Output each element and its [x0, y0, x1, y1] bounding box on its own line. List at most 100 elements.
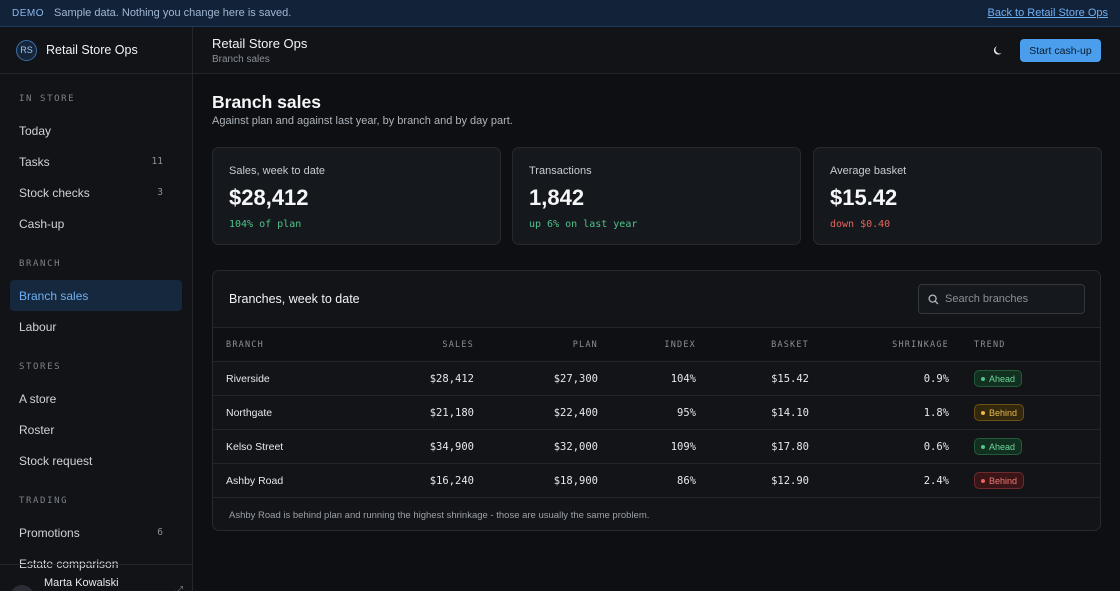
column-header[interactable]: SHRINKAGE	[892, 339, 949, 350]
brand-avatar: RS	[16, 39, 37, 61]
index-value: 109%	[670, 440, 696, 453]
sidebar-item-label: Estate comparison	[19, 556, 119, 571]
table-row[interactable]: Ashby Road $16,240 $18,900 86% $12.90 2.…	[213, 464, 1100, 498]
shrinkage-value: 0.9%	[923, 372, 949, 385]
count-badge: 6	[157, 527, 163, 538]
plan-value: $27,300	[553, 372, 598, 385]
app-title: Retail Store Ops	[212, 36, 308, 51]
sales-value: $28,412	[429, 372, 474, 385]
sidebar-item-today[interactable]: Today	[0, 115, 182, 146]
sidebar-item-label: Cash-up	[19, 216, 65, 231]
search-input[interactable]	[945, 293, 1075, 305]
index-value: 95%	[677, 406, 696, 419]
expand-icon[interactable]: ⤢	[175, 585, 183, 591]
back-link[interactable]: Back to Retail Store Ops	[987, 7, 1108, 19]
shrinkage-value: 2.4%	[923, 474, 949, 487]
page-subtitle: Against plan and against last year, by b…	[212, 115, 513, 127]
nav-section-title: BRANCH	[19, 259, 62, 269]
sidebar-item-label: Roster	[19, 422, 55, 437]
sidebar-item-roster[interactable]: Roster	[0, 414, 182, 445]
sidebar-item-label: A store	[19, 391, 57, 406]
panel-title: Branches, week to date	[229, 292, 360, 306]
badge-label: Behind	[989, 407, 1018, 418]
user-menu[interactable]: MK Marta Kowalski ⤢	[0, 564, 192, 591]
basket-value: $17.80	[771, 440, 809, 453]
brand-name: Retail Store Ops	[46, 43, 138, 57]
plan-value: $32,000	[553, 440, 598, 453]
kpi-card-sales: Sales, week to date $28,412 104% of plan	[212, 147, 501, 245]
user-name: Marta Kowalski	[44, 577, 119, 589]
sidebar-item-branch-sales[interactable]: Branch sales	[10, 280, 182, 311]
badge-label: Behind	[989, 475, 1018, 486]
breadcrumb: Branch sales	[212, 54, 270, 65]
count-badge: 11	[151, 156, 163, 167]
search-box[interactable]	[918, 284, 1085, 314]
column-header[interactable]: INDEX	[664, 339, 696, 350]
sidebar-item-promotions[interactable]: Promotions 6	[0, 517, 182, 548]
table-footnote: Ashby Road is behind plan and running th…	[229, 510, 650, 521]
moon-icon[interactable]	[992, 43, 1006, 57]
nav-section-title: TRADING	[19, 496, 69, 506]
table-row[interactable]: Northgate $21,180 $22,400 95% $14.10 1.8…	[213, 396, 1100, 430]
branch-name: Ashby Road	[226, 474, 284, 487]
demo-banner: DEMO Sample data. Nothing you change her…	[0, 0, 1120, 27]
search-icon	[928, 293, 939, 304]
brand[interactable]: RS Retail Store Ops	[0, 27, 192, 74]
table-row[interactable]: Riverside $28,412 $27,300 104% $15.42 0.…	[213, 362, 1100, 396]
basket-value: $12.90	[771, 474, 809, 487]
sidebar: RS Retail Store Ops IN STORE Today Tasks…	[0, 27, 193, 591]
column-header[interactable]: BASKET	[771, 339, 809, 350]
sidebar-item-cash-up[interactable]: Cash-up	[0, 208, 182, 239]
kpi-label: Transactions	[529, 165, 592, 177]
branch-name: Kelso Street	[226, 440, 284, 453]
sidebar-item-labour[interactable]: Labour	[0, 311, 182, 342]
sidebar-item-label: Stock checks	[19, 185, 90, 200]
plan-value: $22,400	[553, 406, 598, 419]
column-header[interactable]: TREND	[974, 339, 1006, 350]
column-header[interactable]: SALES	[442, 339, 474, 350]
start-cash-up-button[interactable]: Start cash-up	[1020, 39, 1101, 62]
sales-value: $21,180	[429, 406, 474, 419]
nav-section-title: STORES	[19, 362, 62, 372]
status-badge: Behind	[974, 404, 1025, 421]
branch-name: Riverside	[226, 372, 270, 385]
sidebar-item-stock-checks[interactable]: Stock checks 3	[0, 177, 182, 208]
sidebar-item-stock-request[interactable]: Stock request	[0, 445, 182, 476]
sidebar-item-label: Stock request	[19, 453, 93, 468]
kpi-delta: 104% of plan	[229, 219, 302, 230]
column-header[interactable]: PLAN	[572, 339, 598, 350]
badge-label: Ahead	[989, 373, 1016, 384]
status-badge: Ahead	[974, 438, 1023, 455]
sidebar-item-label: Today	[19, 123, 52, 138]
sidebar-item-label: Tasks	[19, 154, 50, 169]
basket-value: $14.10	[771, 406, 809, 419]
kpi-card-transactions: Transactions 1,842 up 6% on last year	[512, 147, 801, 245]
kpi-card-average-basket: Average basket $15.42 down $0.40	[813, 147, 1102, 245]
index-value: 104%	[670, 372, 696, 385]
sidebar-item-tasks[interactable]: Tasks 11	[0, 146, 182, 177]
kpi-delta: down $0.40	[830, 219, 891, 230]
kpi-value: $15.42	[830, 185, 898, 210]
sidebar-item-a-store[interactable]: A store	[0, 383, 182, 414]
sidebar-item-label: Promotions	[19, 525, 80, 540]
status-dot-icon	[981, 444, 985, 449]
badge-label: Ahead	[989, 441, 1016, 452]
sidebar-nav: IN STORE Today Tasks 11 Stock checks 3 Cas…	[0, 74, 192, 579]
kpi-value: 1,842	[529, 185, 585, 210]
status-dot-icon	[981, 410, 985, 415]
table-row[interactable]: Kelso Street $34,900 $32,000 109% $17.80…	[213, 430, 1100, 464]
column-header[interactable]: BRANCH	[226, 339, 264, 350]
sales-value: $16,240	[429, 474, 474, 487]
branches-table: BRANCH SALES PLAN INDEX BASKET SHRINKAGE…	[213, 327, 1100, 498]
demo-tag: DEMO	[12, 7, 44, 19]
kpi-label: Sales, week to date	[229, 165, 326, 177]
kpi-label: Average basket	[830, 165, 907, 177]
status-dot-icon	[981, 478, 985, 483]
sidebar-item-estate-comparison[interactable]: Estate comparison	[0, 548, 182, 579]
count-badge: 3	[157, 187, 163, 198]
kpi-value: $28,412	[229, 185, 309, 210]
page-title: Branch sales	[212, 92, 321, 112]
topbar: Retail Store Ops Branch sales Start cash…	[193, 27, 1120, 74]
branches-panel: Branches, week to date BRANCH SALES PLAN…	[212, 270, 1101, 531]
kpi-delta: up 6% on last year	[529, 219, 638, 230]
